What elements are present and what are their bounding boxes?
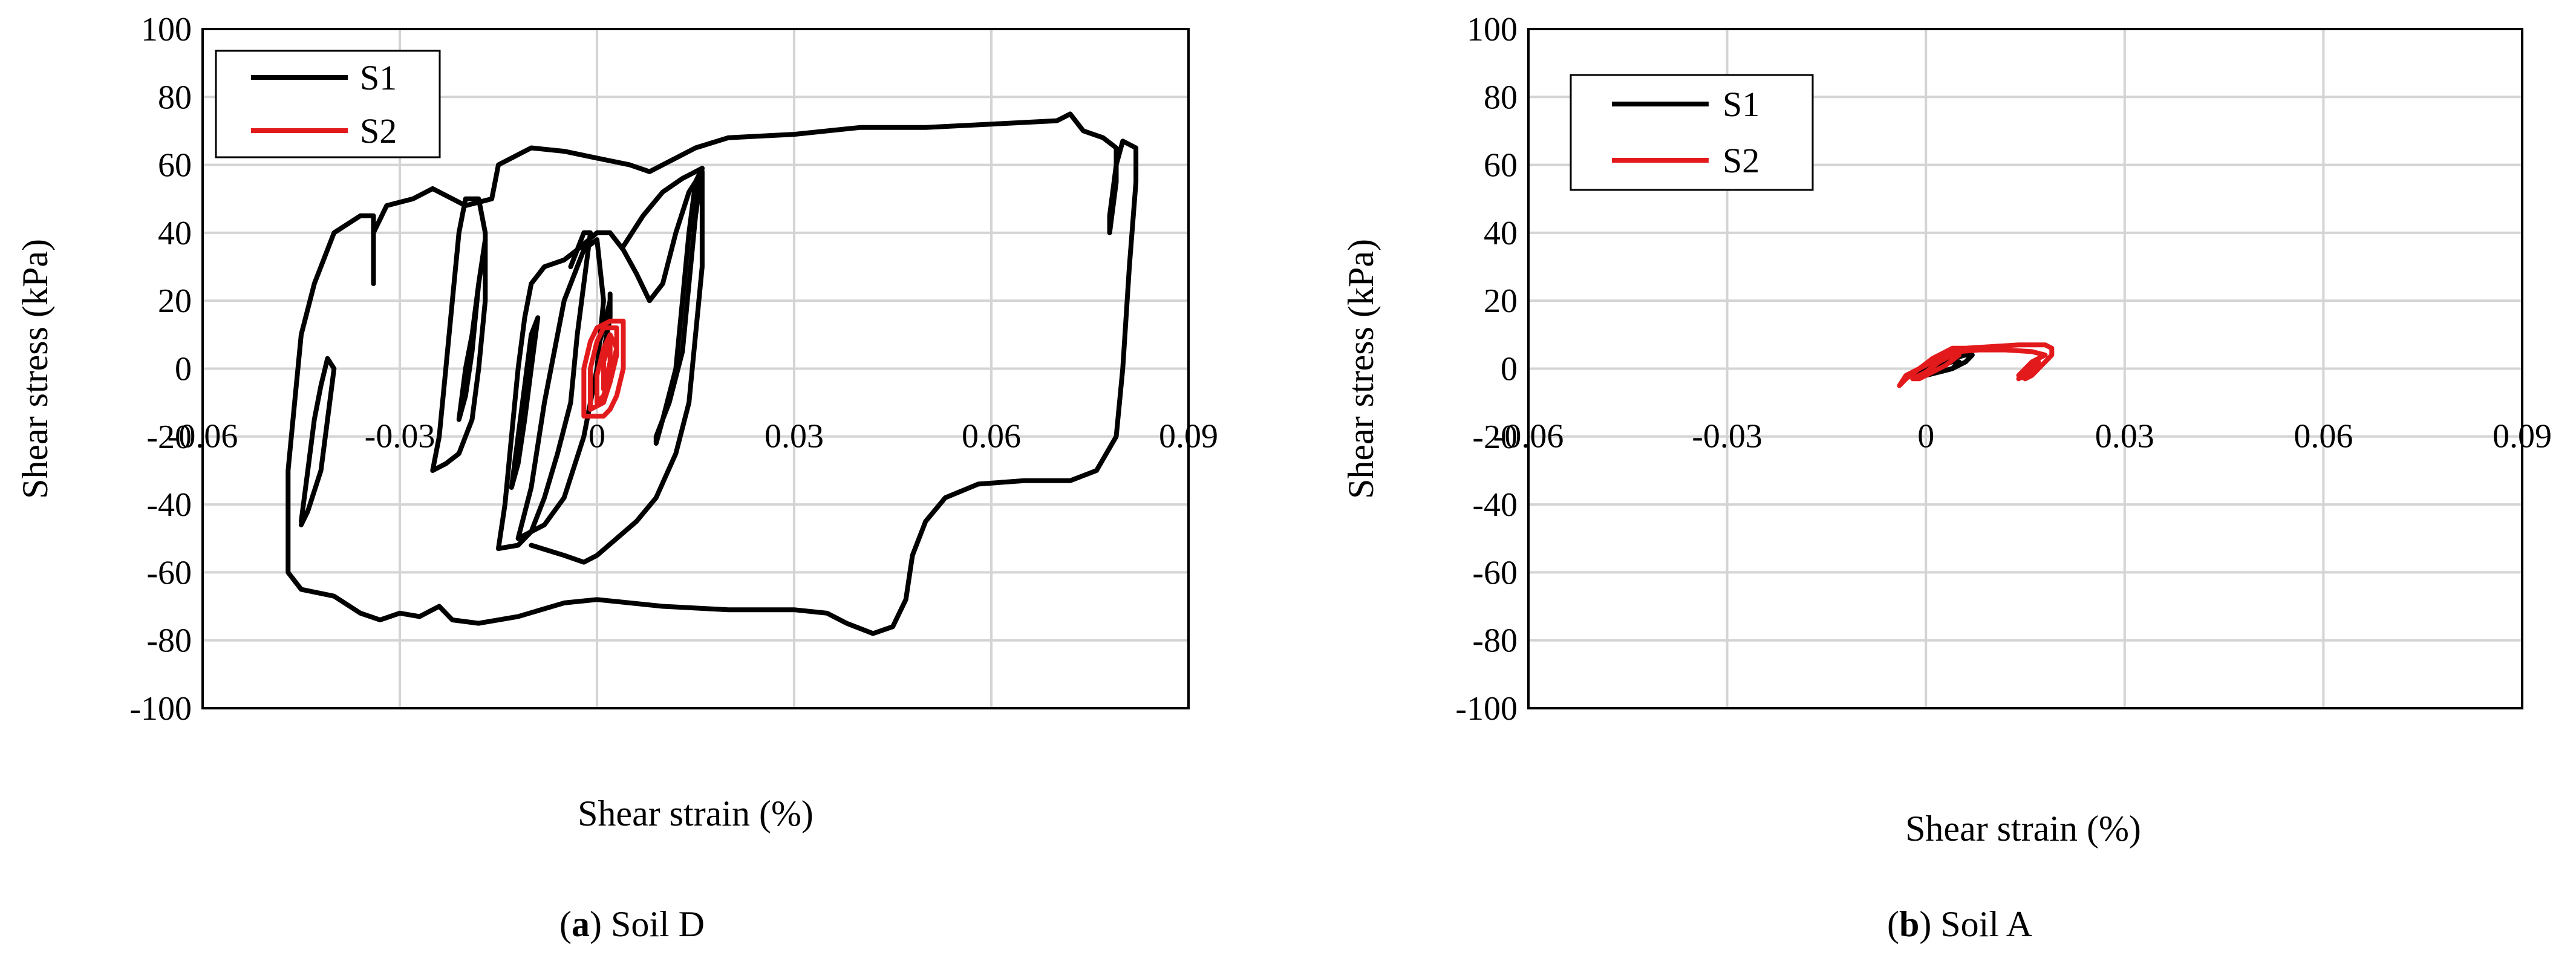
series-s1-loop-3 bbox=[456, 237, 488, 422]
y-tick-label: -60 bbox=[1472, 554, 1518, 591]
panel-caption: (b) Soil A bbox=[1887, 904, 2032, 944]
x-tick-label: -0.06 bbox=[1493, 418, 1564, 455]
y-tick-label: 80 bbox=[1484, 79, 1518, 116]
y-tick-label: -20 bbox=[146, 419, 192, 456]
y-tick-labels: -100 -80 -60 -40 -20 0 20 40 60 80 100 bbox=[129, 11, 192, 728]
y-tick-label: -40 bbox=[1472, 486, 1518, 524]
x-tick-label: 0.03 bbox=[765, 418, 824, 455]
series-s1-loop-5 bbox=[509, 315, 541, 490]
x-tick-label: 0.06 bbox=[2294, 418, 2353, 455]
y-tick-label: 20 bbox=[1484, 282, 1518, 320]
x-tick-label: -0.03 bbox=[365, 418, 435, 455]
y-tick-label: 0 bbox=[175, 351, 192, 388]
legend-box bbox=[1570, 74, 1814, 191]
y-tick-label: -40 bbox=[146, 486, 192, 524]
y-tick-label: -60 bbox=[146, 554, 192, 591]
x-tick-label: 0 bbox=[1917, 418, 1934, 455]
y-tick-label: 80 bbox=[158, 79, 192, 116]
legend-box bbox=[215, 50, 441, 158]
y-tick-label: -20 bbox=[1472, 419, 1518, 456]
y-axis-label: Shear stress (kPa) bbox=[15, 239, 55, 499]
series-s2-loop-2 bbox=[2016, 359, 2041, 382]
legend-label-s2: S2 bbox=[1723, 141, 1759, 180]
series-s2 bbox=[581, 318, 626, 419]
y-axis-label: Shear stress (kPa) bbox=[1341, 239, 1381, 499]
plot-frame bbox=[201, 28, 1190, 709]
legend: S1 S2 bbox=[1570, 74, 1814, 191]
series-s2-loop-1 bbox=[1910, 353, 1961, 382]
y-tick-label: 0 bbox=[1501, 351, 1518, 388]
y-tick-label: 100 bbox=[1467, 11, 1518, 48]
y-tick-label: 40 bbox=[1484, 215, 1518, 252]
legend-label-s1: S1 bbox=[1723, 85, 1759, 124]
series-s1 bbox=[285, 111, 1139, 636]
caption-letter: a bbox=[572, 904, 590, 944]
panel-soil-d: -0.06 -0.03 0 0.03 0.06 0.09 -100 -80 -60 -40 -20… bbox=[15, 11, 1218, 944]
series-s2-loop-2 bbox=[595, 332, 619, 405]
x-tick-label: 0.03 bbox=[2095, 418, 2154, 455]
caption-letter: b bbox=[1899, 904, 1919, 944]
y-tick-label: 20 bbox=[158, 282, 192, 320]
y-tick-label: 40 bbox=[158, 215, 192, 252]
series-s1-loop-6 bbox=[515, 237, 606, 541]
x-tick-label: -0.03 bbox=[1692, 418, 1762, 455]
x-tick-labels: -0.06 -0.03 0 0.03 0.06 0.09 bbox=[168, 418, 1218, 455]
y-tick-label: -80 bbox=[146, 622, 192, 660]
caption-text: ) Soil D bbox=[590, 904, 705, 944]
series-s2 bbox=[1897, 342, 2055, 388]
series-s1-loop-9 bbox=[621, 166, 705, 249]
y-tick-labels: -100 -80 -60 -40 -20 0 20 40 60 80 100 bbox=[1455, 11, 1518, 728]
series-s2-loop-0 bbox=[581, 318, 626, 419]
legend-label-s2: S2 bbox=[360, 111, 397, 151]
series-s1-loop-7 bbox=[529, 169, 705, 565]
y-tick-label: 60 bbox=[158, 147, 192, 184]
x-tick-labels: -0.06 -0.03 0 0.03 0.06 0.09 bbox=[1493, 418, 2552, 455]
series-s1-loop-4 bbox=[496, 230, 593, 552]
series-s1-loop-1 bbox=[299, 356, 337, 527]
caption-text: ) Soil A bbox=[1919, 904, 2032, 944]
y-tick-label: -80 bbox=[1472, 622, 1518, 660]
x-tick-label: 0 bbox=[589, 418, 605, 455]
legend-label-s1: S1 bbox=[360, 58, 397, 97]
y-tick-label: -100 bbox=[129, 690, 192, 728]
panel-caption: (a) Soil D bbox=[559, 904, 705, 944]
x-tick-label: -0.06 bbox=[168, 418, 238, 455]
legend: S1 S2 bbox=[215, 50, 441, 158]
x-tick-label: 0.06 bbox=[962, 418, 1021, 455]
plot-data bbox=[285, 111, 1139, 636]
x-axis-label: Shear strain (%) bbox=[578, 793, 814, 833]
y-tick-label: 60 bbox=[1484, 147, 1518, 184]
series-s2-loop-0 bbox=[1897, 342, 2055, 388]
plot-data bbox=[1897, 342, 2055, 388]
x-tick-label: 0.09 bbox=[1159, 418, 1218, 455]
series-s1-loop-8 bbox=[653, 166, 705, 446]
series-s2-loop-3 bbox=[601, 339, 613, 392]
x-axis-label: Shear strain (%) bbox=[1905, 809, 2141, 849]
series-s1-loop-0 bbox=[285, 111, 1139, 636]
x-tick-label: 0.09 bbox=[2493, 418, 2552, 455]
series-s1-loop-2 bbox=[430, 196, 488, 473]
series-s1-loop-1 bbox=[1923, 359, 1961, 375]
panel-soil-a: -0.06 -0.03 0 0.03 0.06 0.09 -100 -80 -60 -40 -20… bbox=[1341, 11, 2552, 944]
plot-frame bbox=[1527, 28, 2523, 709]
y-tick-label: 100 bbox=[141, 11, 192, 48]
y-tick-label: -100 bbox=[1455, 690, 1518, 728]
